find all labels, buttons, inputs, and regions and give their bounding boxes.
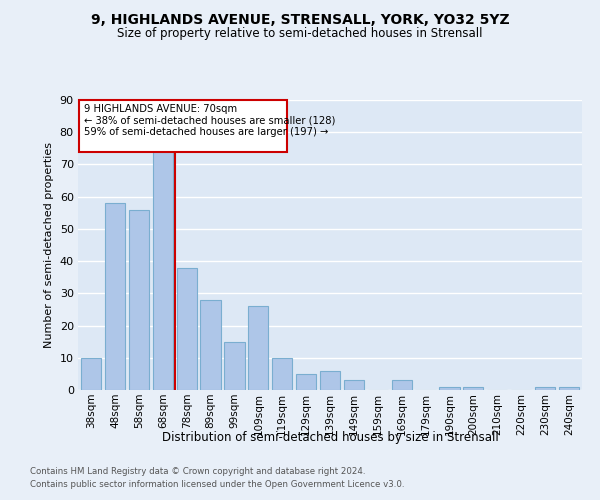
Text: ← 38% of semi-detached houses are smaller (128): ← 38% of semi-detached houses are smalle… [84,116,335,126]
Bar [392,380,412,390]
Text: 59% of semi-detached houses are larger (197) →: 59% of semi-detached houses are larger (… [84,128,328,138]
Bar [463,387,484,390]
Bar [248,306,268,390]
Bar [320,370,340,390]
Text: 9, HIGHLANDS AVENUE, STRENSALL, YORK, YO32 5YZ: 9, HIGHLANDS AVENUE, STRENSALL, YORK, YO… [91,12,509,26]
Text: 9 HIGHLANDS AVENUE: 70sqm: 9 HIGHLANDS AVENUE: 70sqm [84,104,237,114]
Text: Contains public sector information licensed under the Open Government Licence v3: Contains public sector information licen… [30,480,404,489]
Bar [224,342,245,390]
Text: Contains HM Land Registry data © Crown copyright and database right 2024.: Contains HM Land Registry data © Crown c… [30,467,365,476]
Bar [535,387,555,390]
Bar [344,380,364,390]
Bar [296,374,316,390]
Bar [129,210,149,390]
Bar [152,145,173,390]
Y-axis label: Number of semi-detached properties: Number of semi-detached properties [44,142,54,348]
Text: Size of property relative to semi-detached houses in Strensall: Size of property relative to semi-detach… [117,28,483,40]
Text: Distribution of semi-detached houses by size in Strensall: Distribution of semi-detached houses by … [161,431,499,444]
Bar [81,358,101,390]
Bar [200,300,221,390]
Bar [105,203,125,390]
Bar [559,387,579,390]
Bar [272,358,292,390]
Bar [176,268,197,390]
FancyBboxPatch shape [79,100,287,152]
Bar [439,387,460,390]
